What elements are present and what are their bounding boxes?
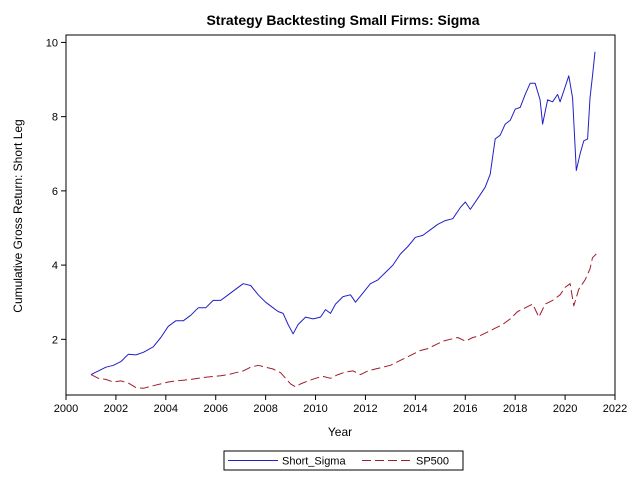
series-line-short-sigma: [90, 51, 596, 376]
x-tick-label-8: 2016: [453, 403, 477, 415]
y-tick-label-1: 4: [52, 260, 58, 272]
plot-area: 2000 2002 2004 2006 2008 2010 2012 2014 2016 2018…: [46, 34, 627, 415]
y-tick-label-4: 10: [46, 37, 58, 49]
x-tick-label-4: 2008: [253, 403, 277, 415]
y-axis-label: Cumulative Gross Return: Short Leg: [11, 119, 25, 312]
legend-box: [223, 450, 464, 471]
x-tick-label-1: 2002: [104, 403, 128, 415]
legend-label-sp500: SP500: [416, 456, 449, 468]
x-tick-label-0: 2000: [54, 403, 78, 415]
legend-label-short-sigma: Short_Sigma: [282, 456, 346, 468]
x-tick-label-10: 2020: [553, 403, 577, 415]
x-tick-label-7: 2014: [403, 403, 427, 415]
x-tick-label-9: 2018: [503, 403, 527, 415]
x-axis-label: Year: [328, 425, 352, 439]
x-tick-label-2: 2004: [154, 403, 178, 415]
plot-frame: [65, 34, 616, 396]
y-tick-label-3: 8: [52, 112, 58, 124]
x-tick-label-6: 2012: [353, 403, 377, 415]
y-tick-label-2: 6: [52, 186, 58, 198]
x-tick-label-11: 2022: [603, 403, 627, 415]
series-line-sp500: [90, 253, 597, 389]
x-tick-label-3: 2006: [203, 403, 227, 415]
y-tick-label-0: 2: [52, 334, 58, 346]
legend: Short_Sigma SP500: [223, 450, 464, 471]
chart-title: Strategy Backtesting Small Firms: Sigma: [206, 12, 479, 28]
x-tick-label-5: 2010: [303, 403, 327, 415]
